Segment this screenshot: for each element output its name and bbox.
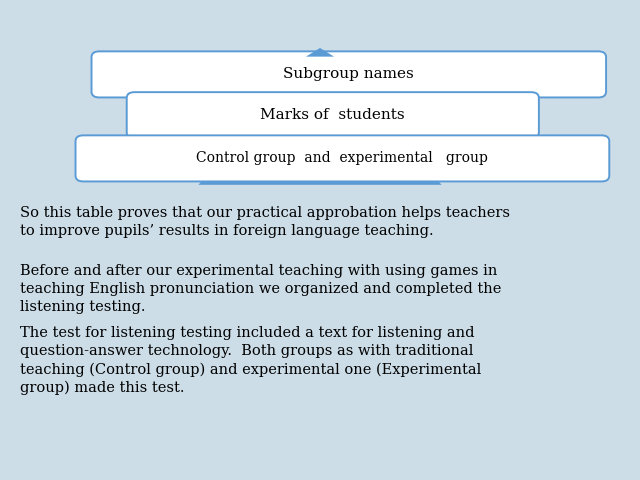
Text: Before and after our experimental teaching with using games in
teaching English : Before and after our experimental teachi…: [20, 264, 502, 314]
Text: Subgroup names: Subgroup names: [284, 67, 414, 82]
Text: Control group  and  experimental   group: Control group and experimental group: [196, 151, 488, 166]
Text: The test for listening testing included a text for listening and
question-answer: The test for listening testing included …: [20, 326, 482, 395]
Text: Marks of  students: Marks of students: [260, 108, 405, 122]
Text: So this table proves that our practical approbation helps teachers
to improve pu: So this table proves that our practical …: [20, 206, 511, 238]
FancyBboxPatch shape: [92, 51, 606, 97]
FancyBboxPatch shape: [127, 92, 539, 138]
Polygon shape: [306, 48, 334, 57]
Polygon shape: [198, 50, 442, 185]
Polygon shape: [198, 173, 442, 185]
FancyBboxPatch shape: [76, 135, 609, 181]
